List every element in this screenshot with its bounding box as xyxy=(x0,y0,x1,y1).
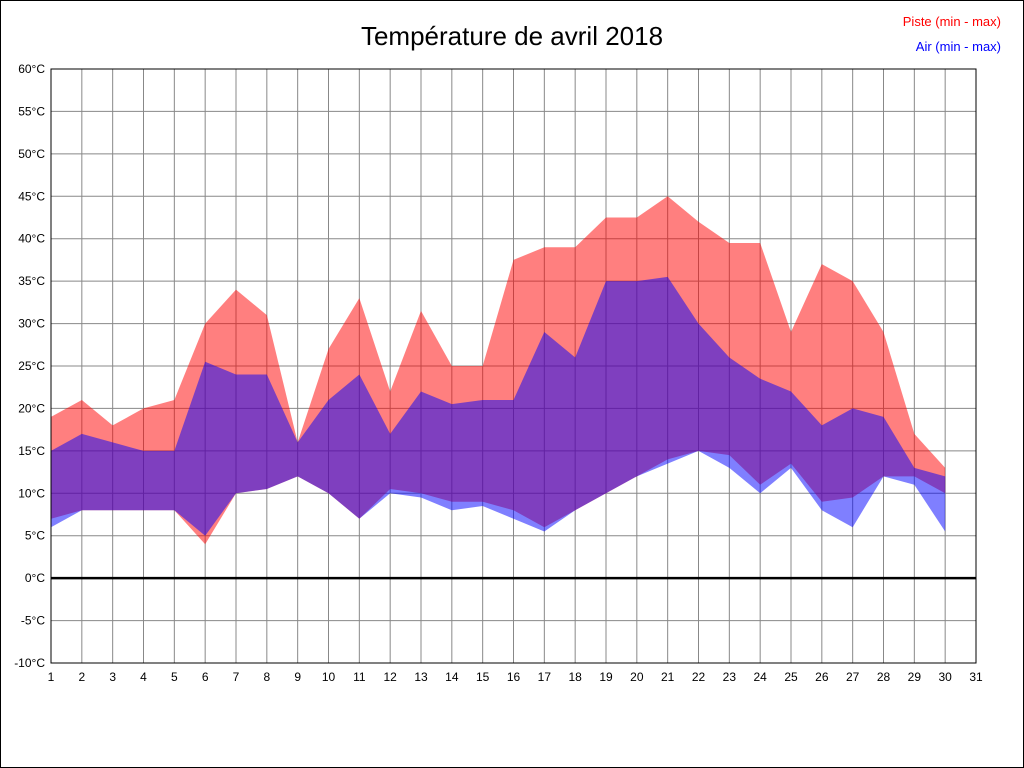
svg-text:22: 22 xyxy=(692,670,706,684)
svg-text:8: 8 xyxy=(263,670,270,684)
legend: Piste (min - max) Air (min - max) xyxy=(903,9,1001,59)
svg-text:12: 12 xyxy=(383,670,397,684)
svg-text:50°C: 50°C xyxy=(18,147,45,161)
svg-text:-5°C: -5°C xyxy=(21,614,45,628)
legend-air-label: Air (min - max) xyxy=(915,39,1001,54)
svg-text:5: 5 xyxy=(171,670,178,684)
svg-text:40°C: 40°C xyxy=(18,232,45,246)
svg-text:60°C: 60°C xyxy=(18,62,45,76)
svg-text:21: 21 xyxy=(661,670,675,684)
svg-text:29: 29 xyxy=(908,670,922,684)
svg-text:24: 24 xyxy=(753,670,767,684)
svg-text:19: 19 xyxy=(599,670,613,684)
svg-text:45°C: 45°C xyxy=(18,189,45,203)
svg-text:10°C: 10°C xyxy=(18,486,45,500)
svg-text:15°C: 15°C xyxy=(18,444,45,458)
legend-piste-label: Piste (min - max) xyxy=(902,14,1001,29)
svg-text:6: 6 xyxy=(202,670,209,684)
svg-text:11: 11 xyxy=(353,670,366,684)
svg-text:16: 16 xyxy=(507,670,521,684)
svg-text:30°C: 30°C xyxy=(18,317,45,331)
svg-text:4: 4 xyxy=(140,670,147,684)
svg-text:27: 27 xyxy=(846,670,860,684)
svg-text:9: 9 xyxy=(294,670,301,684)
svg-text:7: 7 xyxy=(233,670,240,684)
svg-text:35°C: 35°C xyxy=(18,274,45,288)
svg-text:26: 26 xyxy=(815,670,829,684)
svg-text:31: 31 xyxy=(969,670,983,684)
svg-text:18: 18 xyxy=(568,670,582,684)
svg-text:13: 13 xyxy=(414,670,428,684)
svg-text:55°C: 55°C xyxy=(18,104,45,118)
svg-text:0°C: 0°C xyxy=(25,571,45,585)
svg-text:28: 28 xyxy=(877,670,891,684)
svg-text:5°C: 5°C xyxy=(25,529,45,543)
chart-title: Température de avril 2018 xyxy=(360,21,664,51)
svg-text:10: 10 xyxy=(322,670,336,684)
svg-text:25: 25 xyxy=(784,670,798,684)
svg-text:30: 30 xyxy=(938,670,952,684)
svg-text:14: 14 xyxy=(445,670,459,684)
svg-text:20°C: 20°C xyxy=(18,401,45,415)
svg-text:15: 15 xyxy=(476,670,490,684)
svg-text:2: 2 xyxy=(78,670,85,684)
svg-text:-10°C: -10°C xyxy=(14,656,45,670)
svg-text:25°C: 25°C xyxy=(18,359,45,373)
svg-text:1: 1 xyxy=(48,670,55,684)
svg-text:23: 23 xyxy=(723,670,737,684)
svg-text:3: 3 xyxy=(109,670,116,684)
svg-text:20: 20 xyxy=(630,670,644,684)
svg-text:17: 17 xyxy=(538,670,552,684)
